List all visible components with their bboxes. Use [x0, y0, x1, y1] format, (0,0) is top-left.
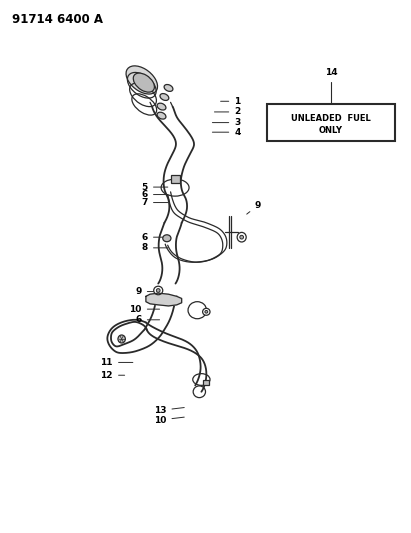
Text: 91714 6400 A: 91714 6400 A — [12, 13, 103, 26]
Text: 6: 6 — [142, 190, 168, 199]
Text: 3: 3 — [212, 118, 240, 127]
Ellipse shape — [203, 308, 210, 315]
Ellipse shape — [133, 73, 155, 92]
Ellipse shape — [205, 310, 208, 313]
Ellipse shape — [237, 232, 246, 242]
Text: 10: 10 — [129, 305, 159, 313]
Ellipse shape — [126, 66, 157, 94]
Ellipse shape — [157, 112, 166, 119]
Text: 6: 6 — [136, 316, 159, 324]
Ellipse shape — [154, 286, 163, 295]
Text: 10: 10 — [154, 416, 184, 424]
Text: 13: 13 — [154, 406, 184, 415]
Ellipse shape — [156, 289, 160, 292]
Text: 9: 9 — [135, 287, 159, 296]
Text: 4: 4 — [212, 128, 241, 136]
Text: 9: 9 — [247, 201, 261, 214]
Text: 2: 2 — [215, 108, 240, 116]
Text: 7: 7 — [141, 198, 168, 207]
Text: 8: 8 — [142, 244, 168, 252]
Ellipse shape — [163, 235, 171, 241]
Ellipse shape — [160, 94, 169, 100]
Ellipse shape — [157, 103, 166, 110]
Text: UNLEADED  FUEL: UNLEADED FUEL — [291, 114, 371, 123]
Polygon shape — [146, 293, 182, 306]
FancyBboxPatch shape — [171, 175, 180, 183]
Ellipse shape — [240, 236, 243, 239]
Text: ONLY: ONLY — [319, 126, 343, 135]
FancyBboxPatch shape — [267, 104, 395, 141]
Text: 12: 12 — [101, 371, 125, 379]
Text: 11: 11 — [101, 358, 133, 367]
Text: 14: 14 — [325, 68, 337, 77]
Text: 5: 5 — [142, 183, 168, 191]
Ellipse shape — [164, 85, 173, 91]
Text: 6: 6 — [142, 233, 168, 241]
Text: 1: 1 — [221, 97, 240, 106]
Ellipse shape — [118, 335, 125, 343]
FancyBboxPatch shape — [203, 380, 209, 385]
